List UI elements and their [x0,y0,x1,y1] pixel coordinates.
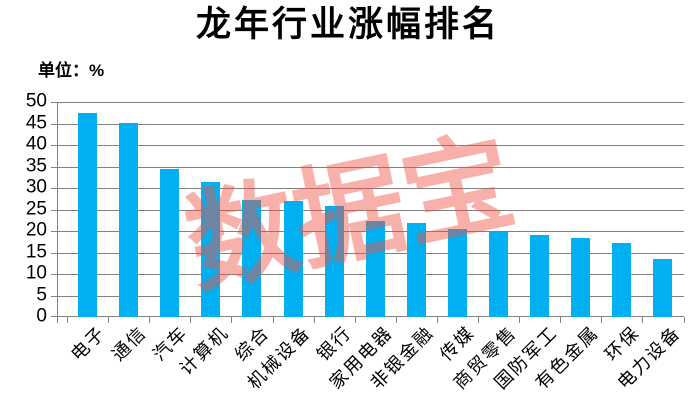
x-axis-tick [395,317,397,323]
y-axis-tick-label: 10 [25,262,47,284]
y-axis-tick-label: 25 [25,198,47,220]
gridline [51,123,684,125]
gridline [51,166,684,168]
bar-机械设备 [283,200,303,317]
x-axis-category-label: 电子 [66,322,109,365]
x-axis-tick [67,317,68,323]
gridline [51,209,684,211]
x-axis-tick [149,317,151,323]
bar-有色金属 [571,238,591,317]
bar-非银金融 [406,223,426,317]
bar-电力设备 [653,258,673,317]
unit-label: 单位：% [38,61,105,80]
y-axis-tick-label: 50 [25,90,47,112]
y-axis-tick-label: 15 [25,241,47,263]
x-axis-tick [354,317,356,323]
x-axis-tick [313,317,315,323]
x-axis-tick [272,317,274,323]
y-axis-tick-label: 30 [25,176,47,198]
y-axis-tick-label: 5 [36,284,47,306]
y-axis-tick-label: 35 [25,155,47,177]
bar-电子 [78,112,97,317]
x-axis-category-label: 通信 [107,322,151,365]
x-axis-tick [683,317,685,323]
x-axis-tick [642,317,644,323]
gridline [51,188,684,189]
y-axis-line [57,102,58,323]
gridline [51,102,684,103]
y-axis-tick-label: 20 [25,219,47,241]
bar-计算机 [201,181,221,317]
chart-title: 龙年行业涨幅排名 [195,5,500,44]
gridline [51,145,684,146]
bar-商贸零售 [489,232,508,317]
bar-通信 [119,123,139,317]
bar-传媒 [447,229,467,317]
y-axis-tick-label: 40 [25,133,47,155]
x-axis-tick [519,317,521,323]
bar-汽车 [160,168,180,317]
y-axis-tick-label: 0 [36,305,47,327]
bar-国防军工 [530,234,550,317]
x-axis-tick [231,317,233,323]
bar-银行 [324,206,344,317]
plot-area: 0 5 10 15 20 25 30 35 40 45 50 电子 通信 汽车 计算机 综合 机械设备 银行 家用电… [26,91,685,393]
bar-综合 [242,199,262,317]
y-axis-tick-label: 45 [25,112,47,134]
bar-家用电器 [365,221,385,317]
x-axis-tick [601,317,603,323]
x-axis-tick [436,317,438,323]
x-axis-tick [560,317,562,323]
x-axis-tick [108,317,110,323]
bar-环保 [612,243,632,317]
x-axis-tick [478,317,479,323]
x-axis-tick [190,317,192,323]
